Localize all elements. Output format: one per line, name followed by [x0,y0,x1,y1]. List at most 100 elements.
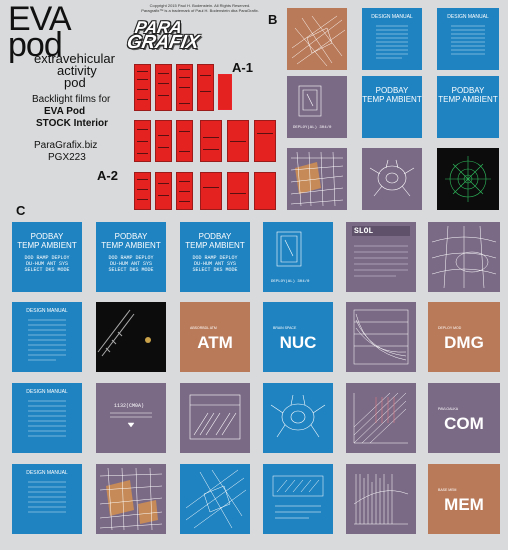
tile-c-com: PAVLOALKA COM [428,383,500,453]
nuc-small-label: BRAIN SPACE [273,326,297,330]
temp-ambient-label: TEMP AMBIENT [17,241,77,250]
subtitle-activity: activity [57,63,97,78]
section-b-label: B [268,12,278,27]
podbay-small-3: SELECT DKS MODE [192,267,238,273]
text-lines-graphic [451,25,485,55]
film-a2-cell [254,172,276,210]
podbay-small-2: DU-HUM ANT SYS [25,261,68,267]
section-c-label: C [16,203,26,218]
design-manual-title: DESIGN MANUAL [447,14,489,20]
camera-graphic [110,412,152,428]
tile-b-design-manual-2: DESIGN MANUAL [437,8,499,70]
desc-eva-pod: EVA Pod [44,106,86,117]
copyright-line1: Copyright 2015 Paul H. Bodenstein. All R… [149,3,251,8]
text-lines-graphic [376,25,408,59]
film-a1-lower-cell [254,120,276,162]
space-station-graphic [97,309,151,357]
deploy-label: DEPLOY(AL) 304/0 [293,126,332,130]
film-a1-lower-cell [200,120,222,162]
desc-backlight: Backlight films for [32,94,111,105]
tile-c-podbay-1: PODBAY TEMP AMBIENT DOD RAMP DEPLOY DU-H… [12,222,82,292]
podbay-label: PODBAY [198,232,232,241]
tile-b-design-manual-1: DESIGN MANUAL [362,8,422,70]
film-a2-cell [227,172,249,210]
vertical-lines-graphic [353,474,409,525]
tile-c-space-black [96,302,166,372]
radar-graphic [445,156,491,202]
logo-grafix: GRAFIX [125,32,201,53]
title-pod: pod [8,26,63,64]
film-a1-cell [197,64,214,111]
podbay-small-3: SELECT DKS MODE [108,267,154,273]
subtitle-extravehicular: extravehicular [34,51,115,66]
nuc-label: NUC [279,333,317,352]
tile-c-podbay-3: PODBAY TEMP AMBIENT DOD RAMP DEPLOY DU-H… [180,222,250,292]
tile-b-pod-purple [362,148,422,210]
section-a1-label: A-1 [232,60,253,75]
podbay-small-1: DOD RAMP DEPLOY [108,255,154,261]
striped-panel-graphic [189,394,241,440]
temp-ambient-label: TEMP AMBIENT [185,241,245,250]
tile-c-design-manual-1: DESIGN MANUAL [12,302,82,372]
design-manual-title: DESIGN MANUAL [26,389,68,395]
film-a1-cell [218,74,232,110]
slol-header-bar [352,226,410,236]
tile-c-map-purple [96,464,166,534]
diagonal-chart-graphic [353,392,408,444]
dmg-label: DMG [444,333,484,352]
pod-wireframe-graphic [369,159,415,197]
film-a1-cell [176,64,193,111]
tile-c-chart-purple [346,383,416,453]
tile-c-curve-purple [346,302,416,372]
film-a2-cell [155,172,172,210]
map-grid-graphic [290,151,344,207]
map-grid-graphic [99,467,163,531]
podbay-label: PODBAY [375,86,409,95]
text-lines-graphic [28,400,66,437]
text-lines-graphic [354,245,408,277]
tile-c-wireframe-blue [180,464,250,534]
temp-ambient-label: TEMP AMBIENT [362,95,422,104]
tile-c-deploy-blue: DEPLOY(AL) 304/0 [263,222,333,292]
tile-c-panel-blue [263,464,333,534]
product-code: PGX223 [48,152,86,163]
design-manual-title: DESIGN MANUAL [371,14,413,20]
tile-c-pod-blue [263,383,333,453]
curve-graph-graphic [353,309,409,365]
film-a2-cell [176,172,193,210]
text-lines-graphic [28,319,66,361]
podbay-small-1: DOD RAMP DEPLOY [24,255,70,261]
title-eva: EVA [8,0,72,38]
podbay-small-2: DU-HUM ANT SYS [193,261,236,267]
design-manual-title: DESIGN MANUAL [26,470,68,476]
tile-c-stripes-purple [180,383,250,453]
design-manual-title: DESIGN MANUAL [26,308,68,314]
film-a1-cell [155,64,172,111]
atm-label: ATM [197,333,233,352]
copyright-line2: Paragrafix™ is a trademark of Paul H. Bo… [141,8,259,13]
tile-c-podbay-2: PODBAY TEMP AMBIENT DOD RAMP DEPLOY DU-H… [96,222,166,292]
section-a2-label: A-2 [97,168,118,183]
tile-c-wireframe-purple [428,222,500,292]
com-label: COM [444,414,484,433]
film-a1-lower-cell [176,120,193,162]
tile-c-atm: ABSORBDL ATM ATM [180,302,250,372]
wireframe-graphic [185,469,247,529]
podbay-small-3: SELECT DKS MODE [24,267,70,273]
wireframe-graphic [291,15,346,67]
film-a1-cell [134,64,151,111]
film-a2-cell [134,172,151,210]
camera-label: 1132(CM0A) [114,403,145,409]
tile-c-design-manual-2: DESIGN MANUAL [12,383,82,453]
control-panel-graphic [272,475,324,519]
tile-c-slol-purple: SLOL [346,222,416,292]
deploy-label: DEPLOY(AL) 304/0 [271,280,310,284]
tile-b-deploy-purple: DEPLOY(AL) 304/0 [287,76,347,138]
mem-label: MEM [444,495,484,514]
podbay-small-2: DU-HUM ANT SYS [109,261,152,267]
subtitle-pod: pod [64,75,86,90]
podbay-small-1: DOD RAMP DEPLOY [192,255,238,261]
tile-c-nuc: BRAIN SPACE NUC [263,302,333,372]
film-a2-cell [200,172,222,210]
tile-c-lines-purple [346,464,416,534]
